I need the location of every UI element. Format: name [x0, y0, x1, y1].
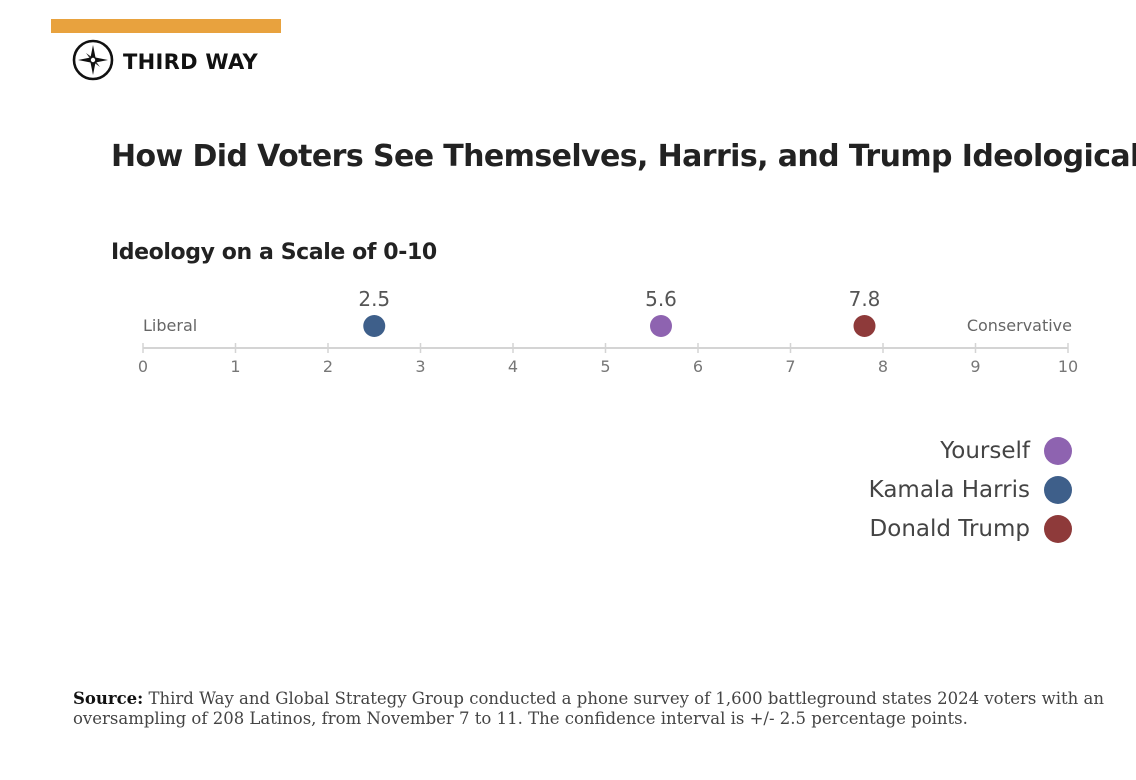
compass-icon	[72, 39, 114, 85]
tick-label: 1	[230, 357, 240, 376]
legend-swatch	[1044, 437, 1072, 465]
tick-label: 5	[600, 357, 610, 376]
conservative-label: Conservative	[967, 316, 1072, 335]
legend-label: Yourself	[940, 438, 1030, 464]
data-label: 7.8	[849, 287, 881, 311]
tick-label: 2	[323, 357, 333, 376]
data-point	[650, 315, 672, 337]
legend-swatch	[1044, 476, 1072, 504]
legend: Yourself Kamala Harris Donald Trump	[869, 432, 1072, 549]
tick-label: 10	[1058, 357, 1078, 376]
tick-label: 9	[970, 357, 980, 376]
chart-title: How Did Voters See Themselves, Harris, a…	[111, 139, 1136, 174]
tick-label: 3	[415, 357, 425, 376]
accent-bar	[51, 19, 281, 33]
source-note: Source: Third Way and Global Strategy Gr…	[73, 689, 1123, 729]
data-point	[363, 315, 386, 337]
legend-item: Kamala Harris	[869, 471, 1072, 509]
brand-logo: THIRD WAY	[72, 39, 258, 85]
data-label: 2.5	[358, 287, 390, 311]
tick-label: 4	[508, 357, 518, 376]
tick-label: 6	[693, 357, 703, 376]
data-point	[853, 315, 876, 337]
data-label: 5.6	[645, 287, 677, 311]
chart-subtitle: Ideology on a Scale of 0-10	[111, 240, 437, 265]
liberal-label: Liberal	[143, 316, 197, 335]
brand-name: THIRD WAY	[123, 50, 258, 74]
source-text: Third Way and Global Strategy Group cond…	[73, 689, 1104, 728]
legend-item: Yourself	[869, 432, 1072, 470]
legend-swatch	[1044, 515, 1072, 543]
ideology-scale-chart: Liberal Conservative 0 1 2 3 4 5 6 7 8 9 10 5.6 2.5…	[138, 287, 1078, 376]
legend-label: Kamala Harris	[868, 477, 1030, 503]
tick-label: 0	[138, 357, 148, 376]
legend-item: Donald Trump	[869, 510, 1072, 548]
legend-label: Donald Trump	[869, 516, 1030, 542]
tick-label: 7	[785, 357, 795, 376]
source-label: Source:	[73, 689, 144, 708]
tick-label: 8	[878, 357, 888, 376]
